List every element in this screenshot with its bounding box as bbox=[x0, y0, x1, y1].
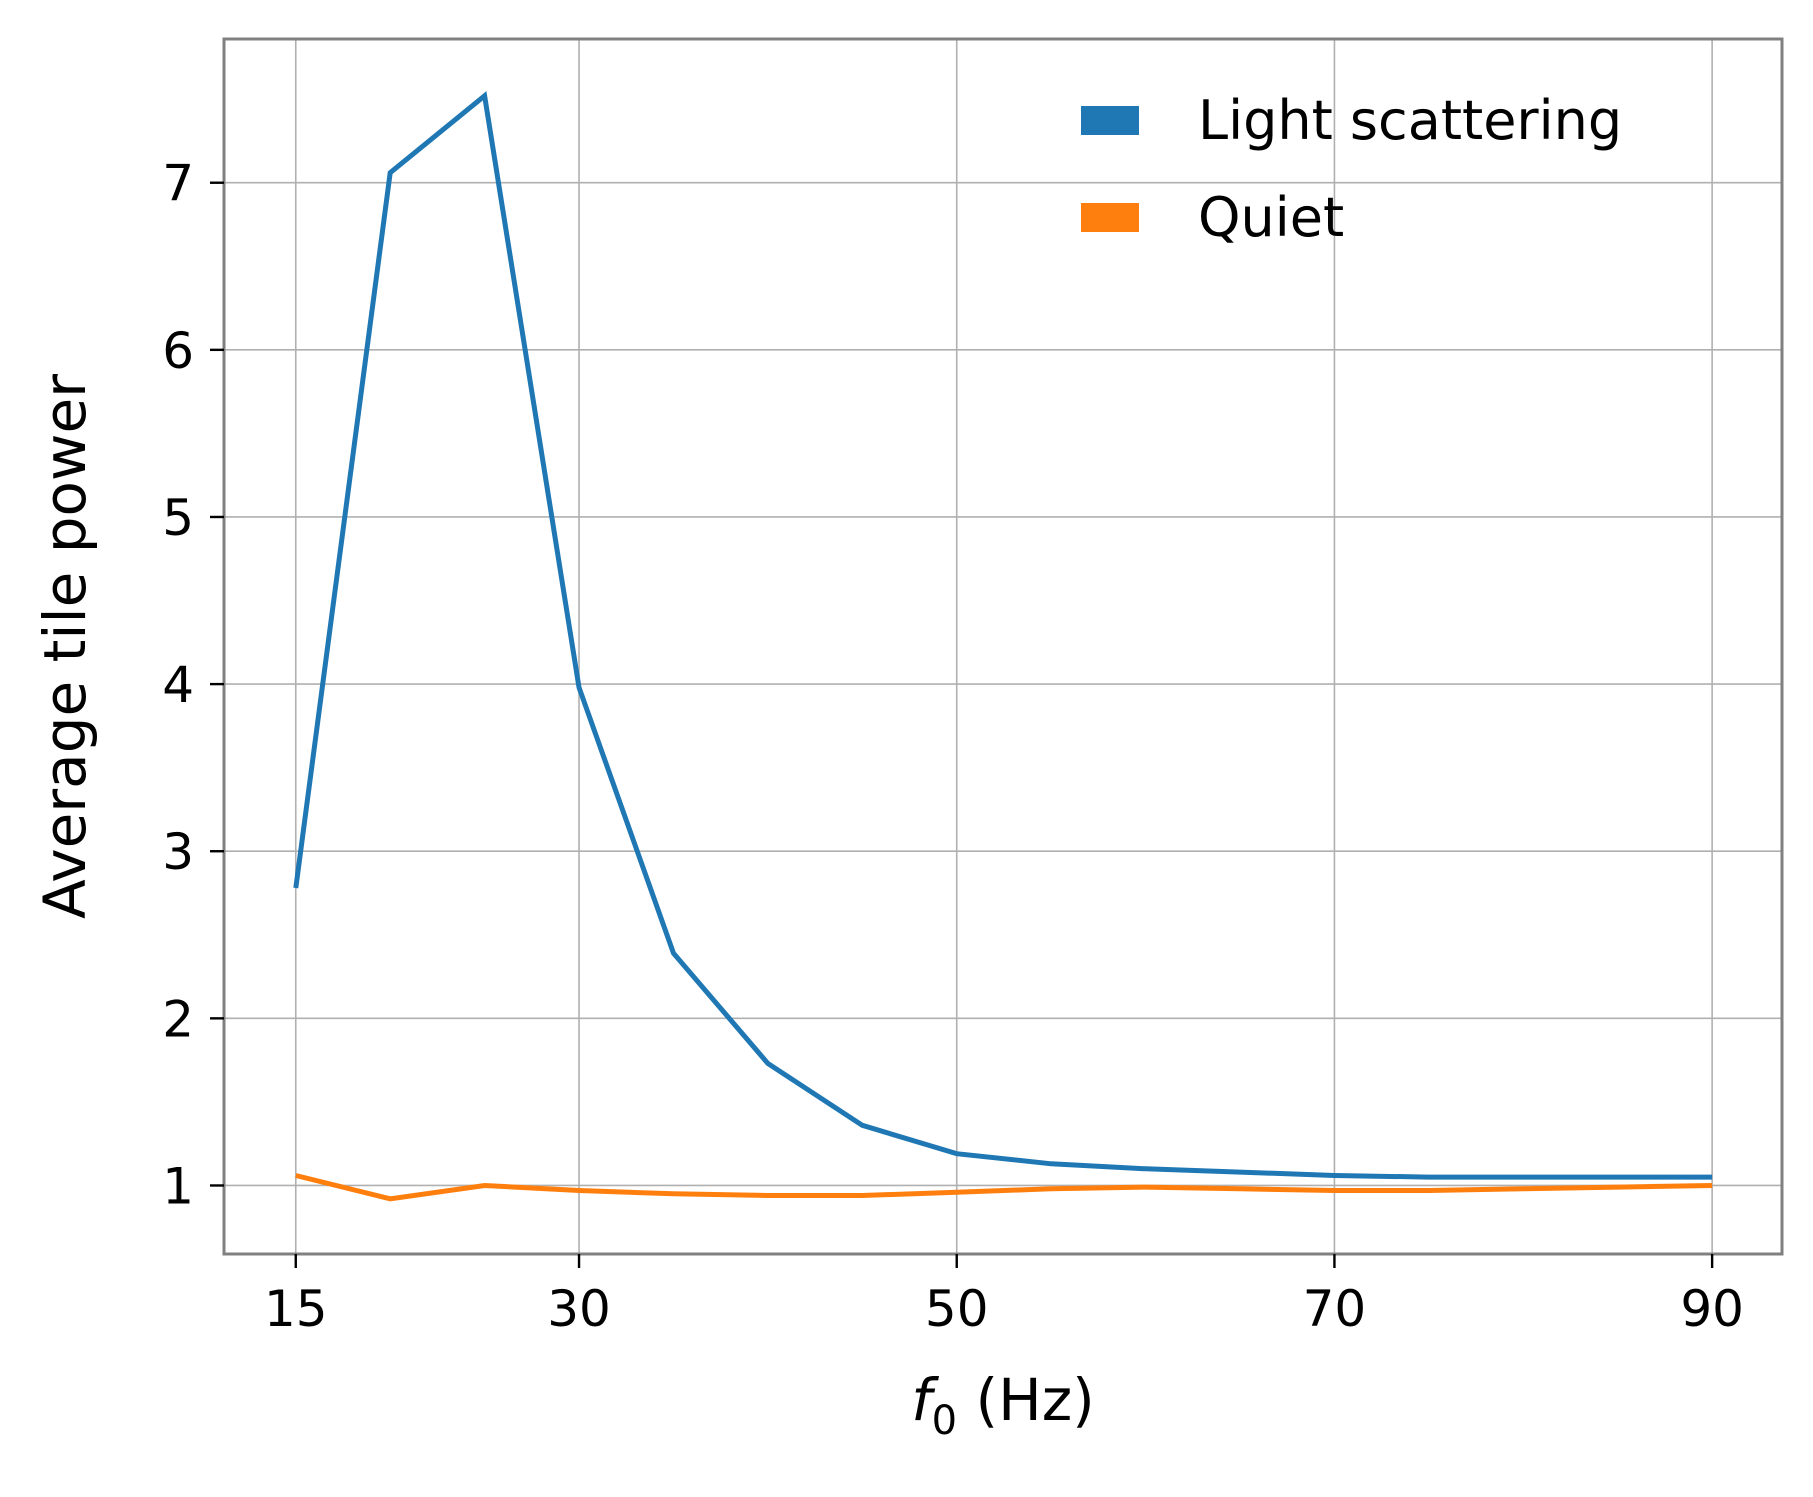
legend-label-1: Quiet bbox=[1198, 186, 1344, 249]
plot-frame bbox=[222, 37, 1784, 1256]
y-tick-label: 4 bbox=[162, 656, 194, 714]
y-tick-label: 1 bbox=[162, 1157, 194, 1215]
legend-swatch-0 bbox=[1081, 106, 1139, 135]
legend: Light scattering Quiet bbox=[1081, 89, 1622, 249]
x-axis-label-subscript: 0 bbox=[932, 1398, 957, 1444]
x-tick-label: 70 bbox=[1303, 1280, 1367, 1338]
y-tick-label: 2 bbox=[162, 990, 194, 1048]
x-axis-ticks: 15 30 50 70 90 bbox=[264, 1254, 1744, 1338]
y-tick-label: 6 bbox=[162, 322, 194, 380]
series-line-1 bbox=[295, 1173, 1713, 1202]
series-lines bbox=[293, 91, 1713, 1202]
y-tick-label: 5 bbox=[162, 489, 194, 547]
y-axis-ticks: 1 2 3 4 5 6 7 bbox=[162, 155, 224, 1215]
y-tick-label: 3 bbox=[162, 823, 194, 881]
x-tick-label: 50 bbox=[925, 1280, 989, 1338]
x-tick-label: 30 bbox=[547, 1280, 611, 1338]
legend-label-0: Light scattering bbox=[1198, 89, 1622, 152]
x-tick-label: 15 bbox=[264, 1280, 328, 1338]
legend-swatch-1 bbox=[1081, 203, 1139, 232]
y-tick-label: 7 bbox=[162, 155, 194, 213]
y-axis-label: Average tile power bbox=[31, 374, 99, 919]
x-axis-label-suffix: (Hz) bbox=[957, 1366, 1095, 1434]
x-axis-label: f0 (Hz) bbox=[911, 1366, 1095, 1444]
series-line-0 bbox=[293, 91, 1713, 1180]
x-tick-label: 90 bbox=[1680, 1280, 1744, 1338]
